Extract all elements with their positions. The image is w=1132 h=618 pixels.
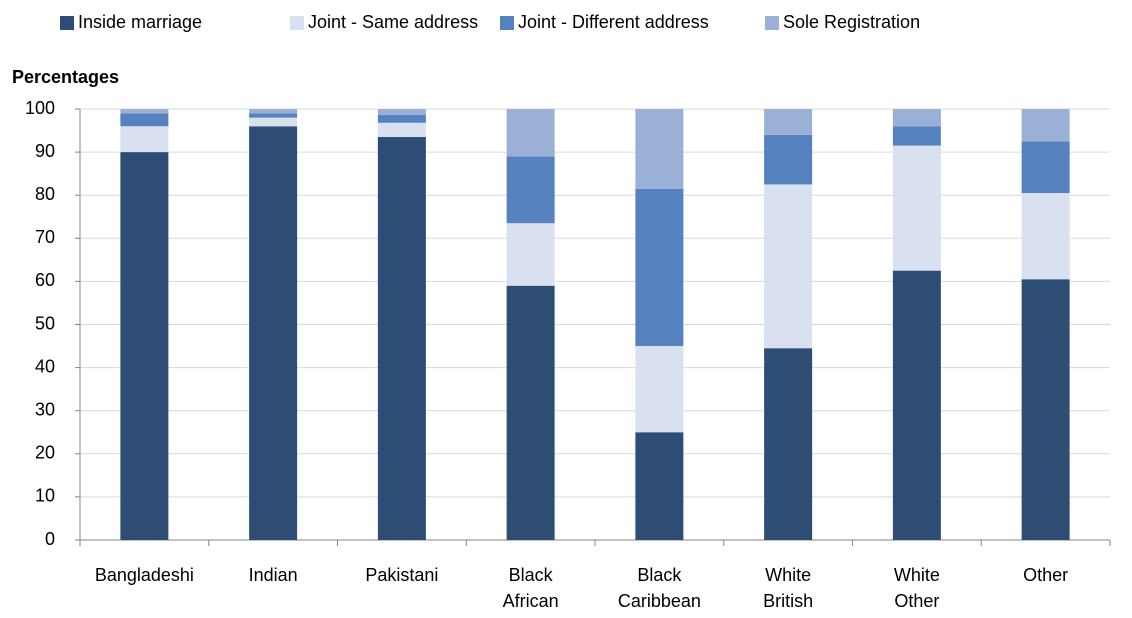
x-tick-label: Bangladeshi bbox=[94, 565, 194, 585]
bar-segment bbox=[892, 145, 941, 271]
x-tick-label: White Other bbox=[893, 565, 940, 611]
bar-segment bbox=[635, 346, 684, 433]
bar-segment bbox=[377, 137, 426, 540]
y-tick-label: 50 bbox=[35, 313, 55, 333]
bar-segment bbox=[892, 109, 941, 127]
bar-segment bbox=[635, 432, 684, 540]
legend-item: Joint - Same address bbox=[290, 12, 478, 33]
bar-segment bbox=[764, 184, 813, 349]
y-tick-label: 60 bbox=[35, 270, 55, 290]
bar-segment bbox=[764, 134, 813, 185]
legend-label: Sole Registration bbox=[783, 12, 921, 32]
legend-swatch bbox=[60, 15, 74, 30]
x-tick-label: White British bbox=[763, 565, 814, 611]
bar-segment bbox=[635, 109, 684, 189]
bar-segment bbox=[892, 126, 941, 146]
bar-segment bbox=[1021, 109, 1070, 142]
bar-segment bbox=[892, 270, 941, 540]
y-tick-label: 0 bbox=[45, 529, 55, 549]
bar-segment bbox=[377, 122, 426, 138]
bar-segment bbox=[120, 152, 169, 540]
y-axis-label: Percentages bbox=[12, 67, 119, 87]
bar-segment bbox=[506, 223, 555, 286]
legend-item: Inside marriage bbox=[60, 12, 202, 33]
bar-segment bbox=[120, 109, 169, 114]
bar-segment bbox=[249, 113, 298, 118]
legend-item: Sole Registration bbox=[765, 12, 920, 33]
bar-segment bbox=[1021, 193, 1070, 280]
x-tick-label: Indian bbox=[248, 565, 298, 585]
bar-segment bbox=[249, 117, 298, 127]
legend-swatch bbox=[500, 15, 514, 30]
bar-segment bbox=[764, 109, 813, 135]
y-tick-label: 20 bbox=[35, 443, 55, 463]
bar-segment bbox=[377, 109, 426, 116]
bar-segment bbox=[635, 188, 684, 347]
x-tick-label: Black African bbox=[502, 565, 559, 611]
y-tick-label: 30 bbox=[35, 399, 55, 419]
bar-segment bbox=[377, 115, 426, 123]
legend-item: Joint - Different address bbox=[500, 12, 709, 33]
legend-swatch bbox=[765, 15, 779, 30]
bar-segment bbox=[120, 113, 169, 127]
x-tick-label: Other bbox=[1023, 565, 1069, 585]
x-tick-label: Black Caribbean bbox=[617, 565, 701, 611]
y-tick-label: 80 bbox=[35, 184, 55, 204]
y-tick-label: 100 bbox=[25, 98, 55, 118]
legend-label: Inside marriage bbox=[78, 12, 203, 32]
y-tick-label: 70 bbox=[35, 227, 55, 247]
bar-segment bbox=[1021, 141, 1070, 194]
y-tick-label: 40 bbox=[35, 356, 55, 376]
bar-segment bbox=[120, 126, 169, 153]
x-tick-label: Pakistani bbox=[365, 565, 439, 585]
legend-swatch bbox=[290, 15, 304, 30]
y-tick-label: 90 bbox=[35, 141, 55, 161]
bar-segment bbox=[506, 156, 555, 224]
bar-segment bbox=[249, 109, 298, 114]
bar-segment bbox=[1021, 279, 1070, 540]
legend-label: Joint - Different address bbox=[518, 12, 709, 32]
y-tick-label: 10 bbox=[35, 486, 55, 506]
bar-segment bbox=[764, 348, 813, 540]
bar-segment bbox=[249, 126, 298, 541]
legend-label: Joint - Same address bbox=[308, 12, 479, 32]
bar-segment bbox=[506, 109, 555, 157]
bar-segment bbox=[506, 285, 555, 540]
